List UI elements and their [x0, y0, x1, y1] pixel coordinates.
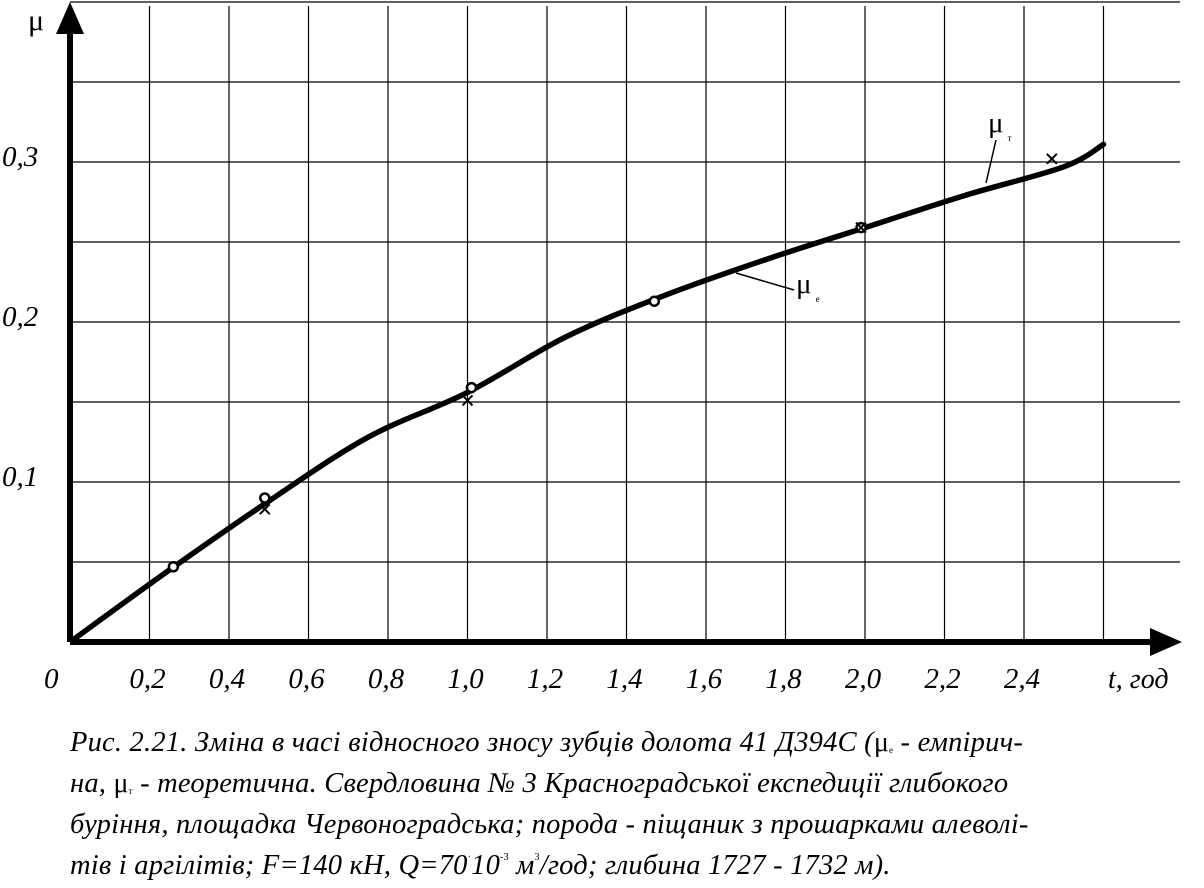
caption-line-2: на, μт - теоретична. Свердловина № 3 Кра… [70, 767, 1195, 808]
grid [70, 1, 1180, 642]
caption-line-4-c: м [508, 850, 535, 881]
caption-line-1: Рис. 2.21. Зміна в часі відносного зносу… [70, 726, 1195, 767]
y-tick-label: 0,3 [2, 141, 38, 173]
data-point-mu-e [167, 561, 180, 573]
caption-line-4-b: 10 [471, 850, 501, 881]
cross-stroke [70, 636, 76, 642]
data-point-mu-e [648, 295, 661, 307]
caption-line-2-b: - теоретична. Свердловина № 3 Красноград… [132, 768, 1009, 799]
cross-stroke [259, 503, 271, 515]
chart: 0,2 0,4 0,6 0,8 1,0 1,2 1,4 1,6 1,8 2,0 2,2 2,4 0,1 0… [2, 1, 1182, 695]
x-tick-label: 0,4 [209, 663, 245, 695]
axes [56, 2, 1182, 656]
caption-mu-t: μ [113, 768, 129, 799]
x-tick-label: 2,4 [1004, 663, 1040, 695]
caption-mu-t-sub: т [128, 786, 133, 796]
series-layer [70, 141, 1107, 642]
x-tick-label: 1,8 [765, 663, 802, 695]
caption-mu-e-sub: е [889, 745, 894, 755]
caption-line-3: буріння, площадка Червоноградська; пород… [70, 809, 1029, 840]
y-tick-label: 0,2 [2, 301, 38, 333]
y-axis-arrow [56, 2, 84, 34]
leader-line-mu-t [985, 139, 997, 184]
caption-line-2-a: на, [70, 768, 114, 799]
tick-labels: 0,2 0,4 0,6 0,8 1,0 1,2 1,4 1,6 1,8 2,0 2,2 2,4 0,1 0… [2, 141, 1040, 695]
data-point-cross [1046, 153, 1058, 165]
x-tick-label: 0,6 [288, 663, 325, 695]
x-tick-label: 1,2 [527, 663, 563, 695]
x-axis-label: t, год [1108, 664, 1169, 695]
caption-line-4-sup3: 3 [534, 852, 540, 863]
x-tick-label: 0,8 [368, 663, 405, 695]
legend-label-mu-t-sub: т [1008, 133, 1012, 143]
caption-line-4-sup2: -3 [500, 852, 509, 863]
cross-stroke [1046, 153, 1058, 165]
caption-line-1-a: Рис. 2.21. Зміна в часі відносного зносу… [70, 727, 874, 758]
data-point-cross [461, 394, 474, 407]
data-point-cross [855, 221, 867, 234]
data-point-cross [259, 503, 271, 515]
series-line-mu-t [70, 141, 1107, 642]
x-tick-label: 1,4 [606, 663, 642, 695]
legend-label-mu-t-base: μ [988, 107, 1004, 139]
caption-line-4-d: /год; глибина 1727 - 1732 м). [539, 850, 891, 881]
data-point-mu-e [259, 492, 271, 504]
x-axis-arrow [1150, 628, 1182, 656]
caption-line-4-a: тів і аргілітів; F=140 кН, Q=70 [70, 850, 468, 881]
legend-label-mu-e-sub: е [816, 294, 820, 304]
caption-line-4-sup1: · [467, 852, 472, 863]
figure-caption: Рис. 2.21. Зміна в часі відносного зносу… [70, 726, 1195, 882]
data-point-mu-e [465, 381, 478, 394]
x-tick-label: 0,2 [129, 663, 165, 695]
x-tick-label: 2,2 [924, 663, 960, 695]
legend-label-mu-e-base: μ [796, 268, 812, 300]
caption-mu-e: μ [873, 727, 890, 758]
x-tick-label: 1,0 [447, 663, 484, 695]
caption-line-1-b: - емпірич- [893, 727, 1024, 758]
caption-line-4: тів і аргілітів; F=140 кН, Q=70·10-3 м3/… [70, 841, 1195, 882]
cross-stroke [461, 394, 474, 407]
data-point-cross [70, 636, 76, 642]
leader-line-mu-e [735, 272, 795, 291]
x-tick-label: 1,6 [686, 663, 723, 695]
y-tick-label: 0,1 [2, 461, 38, 493]
origin-label: 0 [44, 663, 59, 695]
y-axis-label: μ [28, 4, 44, 37]
x-tick-label: 2,0 [845, 663, 882, 695]
cross-stroke [855, 221, 867, 234]
